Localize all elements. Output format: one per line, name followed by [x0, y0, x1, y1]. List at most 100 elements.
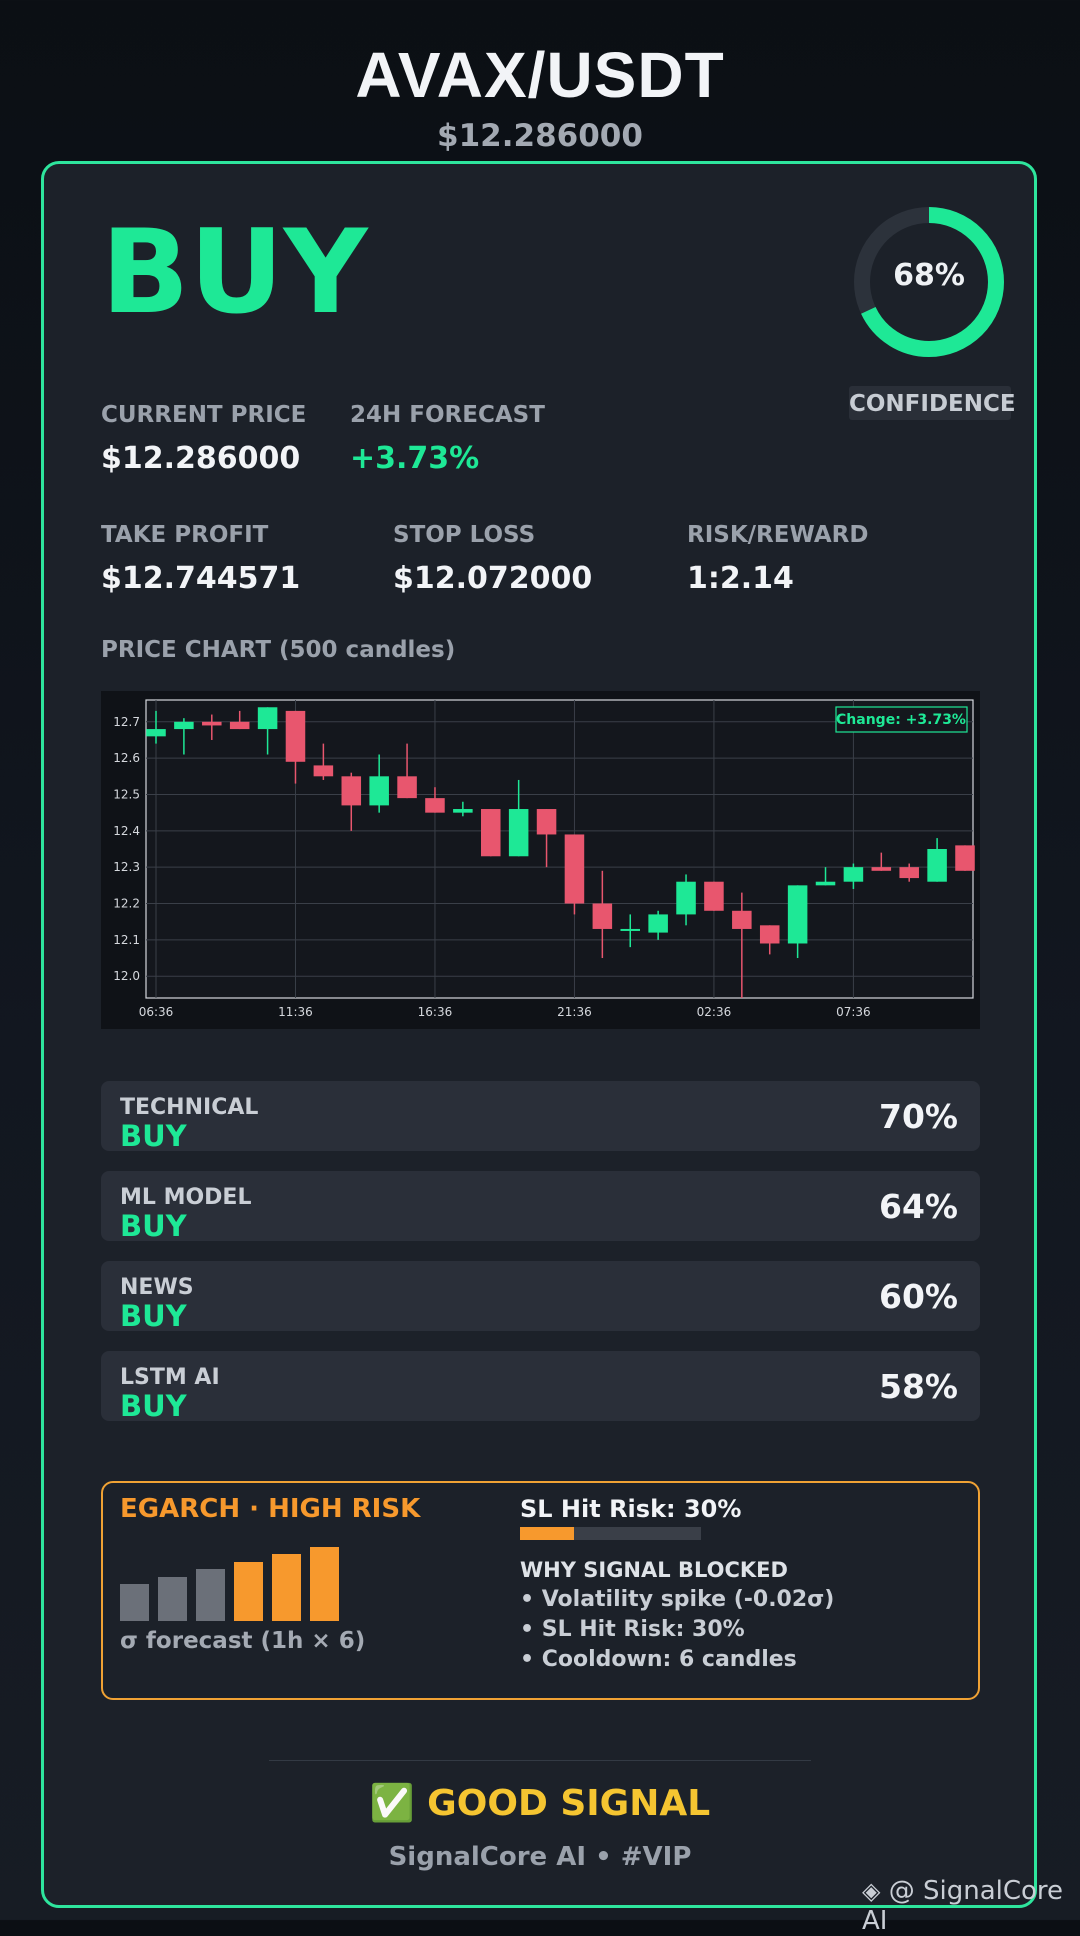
confidence-value: 68% — [893, 258, 965, 293]
x-tick-label: 07:36 — [836, 1005, 871, 1019]
analysis-row-ml-model: ML MODEL BUY 64% — [101, 1171, 980, 1243]
analysis-name: ML MODEL — [120, 1185, 252, 1210]
candle-body — [648, 914, 668, 933]
header-price: $12.286000 — [437, 118, 643, 154]
candle-body — [174, 721, 194, 730]
candle-body — [955, 845, 975, 871]
sigma-bar — [234, 1561, 263, 1621]
current-price-value: $12.286000 — [101, 441, 301, 476]
x-axis-ticks: 06:36 11:36 16:36 21:36 02:36 07:36 — [139, 1005, 871, 1019]
current-price-label: CURRENT PRICE — [101, 402, 307, 428]
candle-body — [704, 881, 724, 911]
candle-body — [759, 925, 780, 944]
stop-loss-value: $12.072000 — [393, 561, 593, 596]
y-axis-ticks: 12.0 12.1 12.2 12.3 12.4 12.5 12.6 12.7 — [113, 715, 140, 983]
risk-title: EGARCH · HIGH RISK — [120, 1494, 421, 1524]
watermark: ◈ @ SignalCore AI — [862, 1876, 1080, 1936]
candle-body — [592, 903, 613, 929]
candle-body — [146, 729, 166, 737]
candle-body — [313, 765, 334, 777]
x-tick-label: 06:36 — [139, 1005, 174, 1019]
change-annotation-text: Change: +3.73% — [836, 712, 966, 728]
footer-brand: SignalCore AI • #VIP — [388, 1842, 692, 1872]
x-tick-label: 11:36 — [278, 1005, 313, 1019]
sigma-forecast-bars — [120, 1547, 340, 1621]
candle-body — [536, 809, 557, 835]
candle-body — [899, 867, 919, 879]
chart-grid — [146, 700, 973, 998]
y-tick-label: 12.7 — [113, 715, 140, 729]
plot-frame — [145, 699, 974, 999]
analysis-signal: BUY — [120, 1209, 187, 1243]
risk-reward-label: RISK/REWARD — [687, 522, 869, 548]
candle-body — [257, 707, 278, 730]
pair-title: AVAX/USDT — [355, 39, 725, 111]
watermark-text: @ SignalCore AI — [862, 1876, 1064, 1936]
footer-divider — [269, 1760, 811, 1761]
y-tick-label: 12.0 — [113, 969, 140, 983]
analysis-pct: 58% — [879, 1367, 958, 1406]
candle-body — [815, 881, 836, 886]
sl-hit-risk-label: SL Hit Risk: 30% — [520, 1495, 742, 1523]
sigma-bar — [120, 1584, 149, 1621]
sl-hit-risk-bar — [520, 1527, 701, 1540]
sigma-bar — [272, 1554, 301, 1621]
y-tick-label: 12.5 — [113, 787, 140, 801]
candle-body — [425, 798, 445, 813]
candle-body — [397, 776, 417, 799]
candle-body — [369, 776, 389, 806]
analysis-row-technical: TECHNICAL BUY 70% — [101, 1081, 980, 1153]
take-profit-label: TAKE PROFIT — [101, 522, 269, 548]
y-tick-label: 12.3 — [113, 860, 140, 874]
analysis-row-lstm-ai: LSTM AI BUY 58% — [101, 1351, 980, 1423]
analysis-pct: 70% — [879, 1097, 958, 1136]
analysis-row-news: NEWS BUY 60% — [101, 1261, 980, 1333]
candle-body — [285, 710, 306, 762]
candlestick-chart: 12.0 12.1 12.2 12.3 12.4 12.5 12.6 12.7 06:36 11… — [113, 699, 975, 1019]
gauge-arc — [854, 207, 1004, 357]
sigma-bar — [158, 1576, 187, 1621]
analysis-pct: 64% — [879, 1187, 958, 1226]
blocked-reason: • Cooldown: 6 candles — [520, 1647, 797, 1672]
blocked-reason: • SL Hit Risk: 30% — [520, 1617, 745, 1642]
blocked-reason: • Volatility spike (-0.02σ) — [520, 1587, 835, 1612]
good-signal-banner: ✅ GOOD SIGNAL — [369, 1783, 711, 1824]
candle-body — [676, 881, 696, 915]
candle-body — [871, 867, 892, 871]
change-annotation: Change: +3.73% — [835, 706, 968, 733]
y-tick-label: 12.4 — [113, 824, 140, 838]
candle-body — [927, 849, 947, 882]
sigma-bar — [196, 1569, 225, 1621]
analysis-pct: 60% — [879, 1277, 958, 1316]
forecast-label: 24H FORECAST — [350, 402, 545, 428]
analysis-name: LSTM AI — [120, 1365, 220, 1390]
why-blocked-title: WHY SIGNAL BLOCKED — [520, 1558, 788, 1582]
y-tick-label: 12.6 — [113, 751, 140, 765]
confidence-gauge — [854, 207, 1004, 357]
sl-hit-risk-fill — [520, 1527, 575, 1540]
analysis-name: TECHNICAL — [120, 1095, 259, 1120]
candle-body — [480, 809, 501, 857]
candle-body — [202, 721, 222, 726]
analysis-signal: BUY — [120, 1299, 187, 1333]
forecast-value: +3.73% — [350, 441, 480, 476]
y-tick-label: 12.2 — [113, 897, 140, 911]
analysis-signal: BUY — [120, 1119, 187, 1153]
sigma-bar — [310, 1547, 339, 1621]
candle-body — [229, 721, 250, 730]
y-tick-label: 12.1 — [113, 933, 140, 947]
price-chart: 12.0 12.1 12.2 12.3 12.4 12.5 12.6 12.7 06:36 11… — [101, 691, 980, 1029]
diamond-logo-icon: ◈ — [862, 1877, 881, 1905]
candle-body — [787, 885, 808, 944]
candle-body — [564, 834, 585, 904]
confidence-label: CONFIDENCE — [849, 386, 1016, 420]
x-tick-label: 02:36 — [697, 1005, 732, 1019]
stop-loss-label: STOP LOSS — [393, 522, 536, 548]
analysis-signal: BUY — [120, 1389, 187, 1423]
candle-body — [732, 910, 752, 929]
x-tick-label: 16:36 — [418, 1005, 453, 1019]
x-tick-label: 21:36 — [557, 1005, 592, 1019]
candle-body — [508, 809, 529, 857]
price-chart-title: PRICE CHART (500 candles) — [101, 637, 456, 663]
risk-reward-value: 1:2.14 — [687, 561, 794, 596]
